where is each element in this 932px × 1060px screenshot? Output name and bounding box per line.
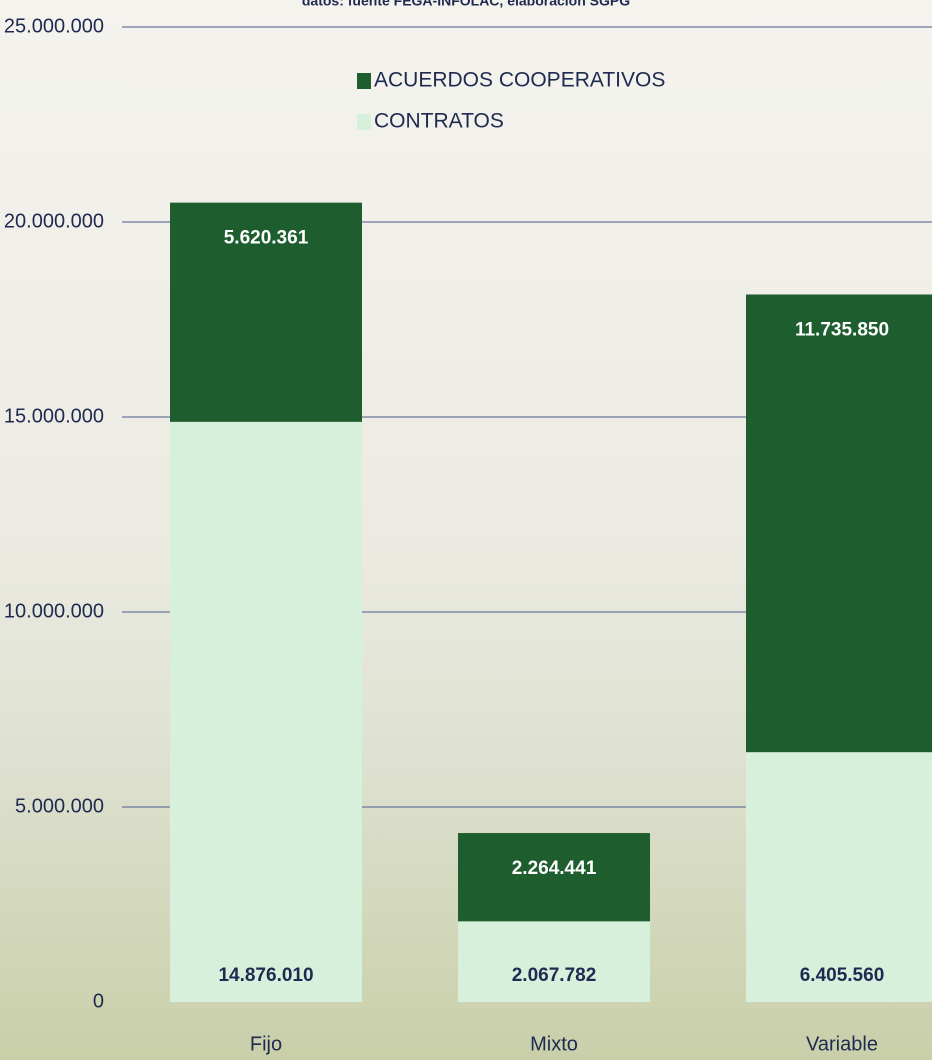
data-label: 2.264.441 (512, 858, 597, 879)
legend-swatch (357, 73, 371, 89)
data-label: 2.067.782 (512, 965, 597, 986)
chart-subtitle: datos: fuente FEGA-INFOLAC, elaboración … (302, 0, 630, 9)
x-tick-label: Mixto (530, 1033, 578, 1055)
page: {"chart_data": {"type": "stacked-bar", "… (0, 0, 932, 1060)
legend-swatch (357, 114, 371, 130)
x-tick-label: Variable (806, 1033, 878, 1055)
x-tick-label: Fijo (250, 1033, 282, 1055)
y-tick-label: 25.000.000 (4, 15, 104, 37)
legend-label: CONTRATOS (374, 110, 504, 133)
data-label: 14.876.010 (218, 965, 313, 986)
chart: datos: fuente FEGA-INFOLAC, elaboración … (0, 0, 932, 1060)
data-label: 6.405.560 (800, 965, 885, 986)
data-label: 11.735.850 (795, 320, 889, 341)
bar-segment (170, 422, 362, 1002)
y-tick-label: 5.000.000 (15, 795, 104, 817)
data-label: 5.620.361 (224, 228, 309, 249)
y-tick-label: 15.000.000 (4, 405, 104, 427)
y-tick-label: 10.000.000 (4, 600, 104, 622)
legend-label: ACUERDOS COOPERATIVOS (374, 69, 665, 92)
bar-segment (458, 921, 650, 1002)
bar-segment (746, 294, 932, 752)
y-tick-label: 0 (93, 990, 104, 1012)
y-tick-label: 20.000.000 (4, 210, 104, 232)
